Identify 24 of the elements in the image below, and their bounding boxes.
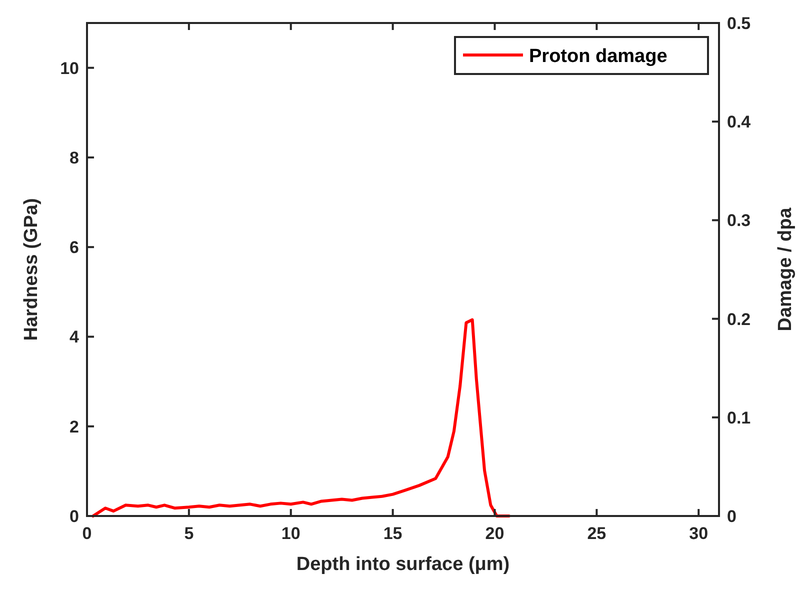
legend-label: Proton damage: [529, 46, 668, 67]
x-tick-label: 30: [689, 524, 708, 543]
y-tick-label: 8: [70, 148, 79, 168]
x-tick-label: 10: [281, 524, 300, 543]
x-tick-label: 0: [82, 524, 92, 543]
x-tick-label: 20: [485, 524, 504, 543]
x-tick-label: 5: [184, 524, 194, 543]
y-tick-label: 10: [60, 58, 79, 78]
x-tick-label: 25: [587, 524, 606, 543]
y-tick-label: 4: [70, 328, 80, 347]
y2-tick-label: 0.1: [727, 408, 751, 428]
y-tick-label: 0: [70, 507, 79, 526]
y2-tick-label: 0.4: [727, 112, 752, 132]
y2-axis-title: Damage / dpa: [775, 207, 796, 332]
y-tick-label: 6: [70, 238, 79, 258]
x-axis-title: Depth into surface (μm): [296, 554, 510, 575]
y2-tick-label: 0.2: [727, 310, 751, 329]
x-tick-label: 15: [383, 524, 402, 543]
y-axis-title: Hardness (GPa): [21, 198, 42, 341]
line-series: [92, 318, 511, 518]
y-tick-label: 2: [70, 417, 79, 436]
y2-tick-label: 0.5: [727, 14, 751, 33]
y2-tick-label: 0: [727, 507, 736, 526]
y2-tick-label: 0.3: [727, 211, 751, 230]
